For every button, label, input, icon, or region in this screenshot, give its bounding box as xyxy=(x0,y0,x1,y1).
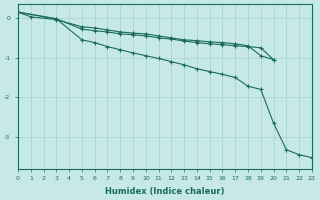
X-axis label: Humidex (Indice chaleur): Humidex (Indice chaleur) xyxy=(105,187,225,196)
